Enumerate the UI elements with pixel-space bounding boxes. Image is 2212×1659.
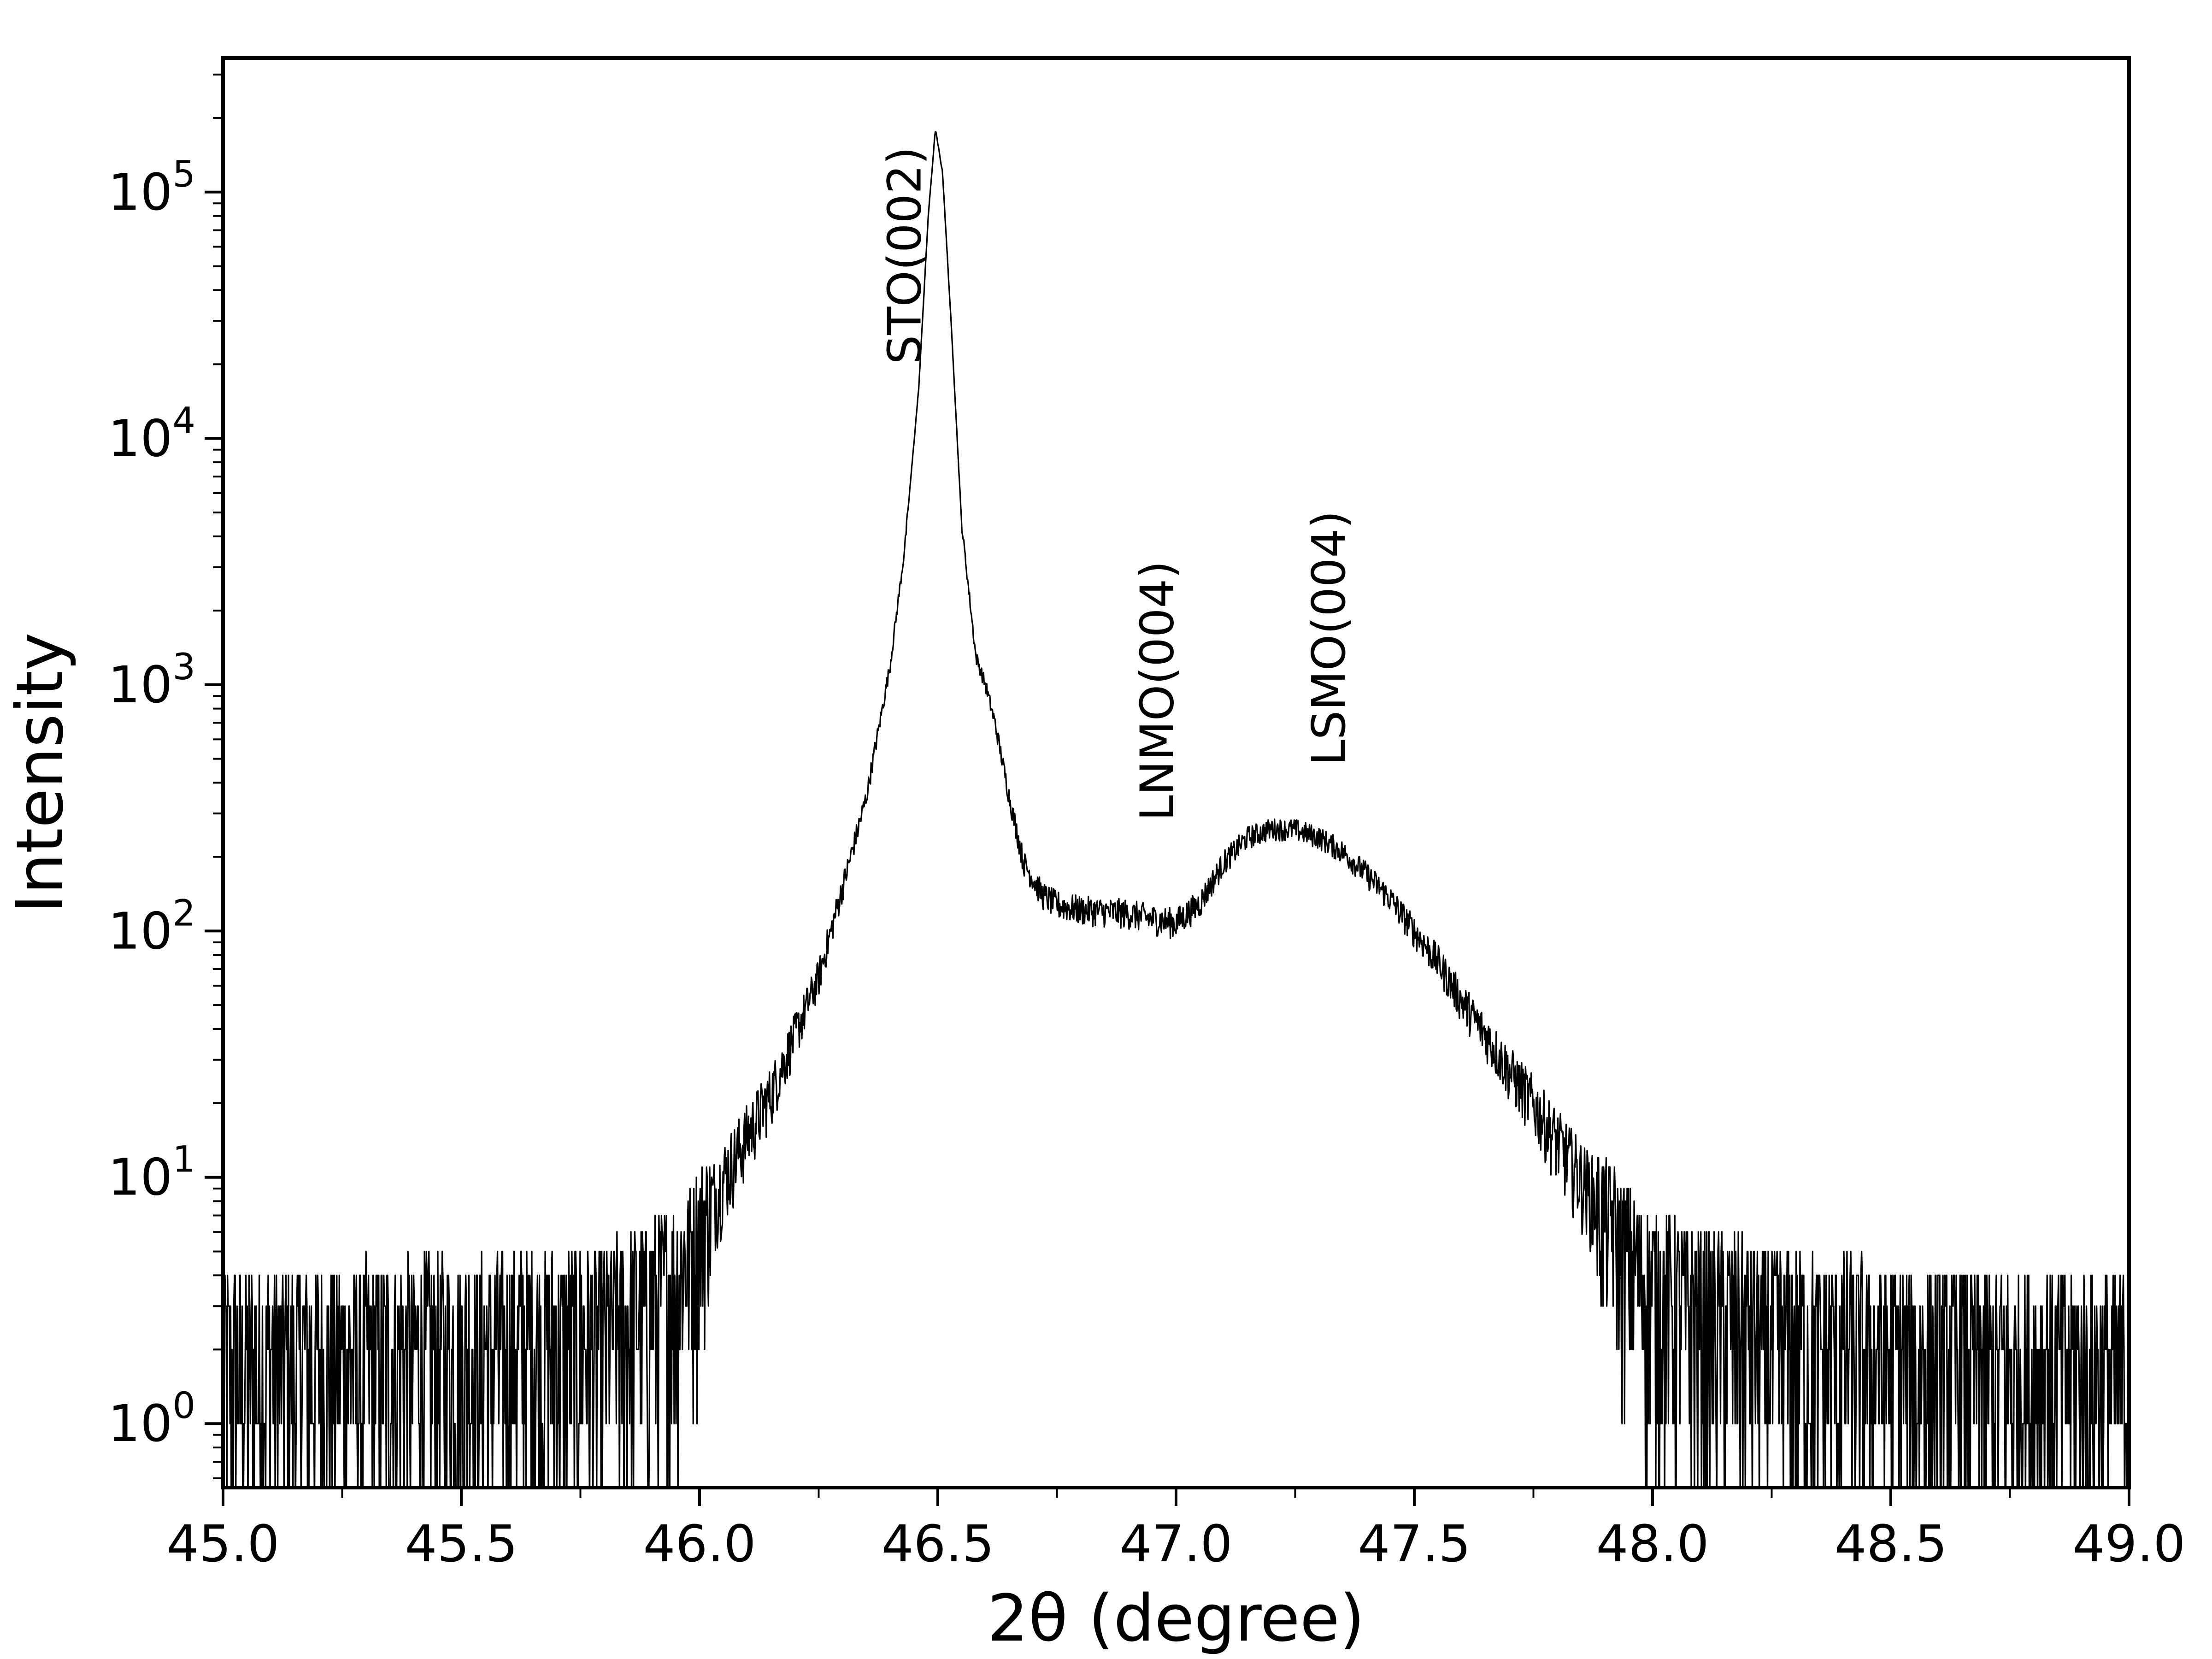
- y-tick-base: 10: [108, 1148, 172, 1207]
- y-tick-label: 103: [108, 647, 195, 714]
- y-tick-label: 100: [108, 1385, 195, 1453]
- y-tick-label: 101: [108, 1139, 195, 1207]
- y-tick-exponent: 4: [172, 400, 195, 441]
- x-tick-label: 48.5: [1835, 1514, 1947, 1573]
- x-tick-label: 45.0: [167, 1514, 280, 1573]
- y-tick-label: 105: [108, 154, 195, 222]
- y-axis-title: Intensity: [3, 632, 78, 913]
- x-axis-title: 2θ (degree): [987, 1581, 1365, 1656]
- x-tick-label: 46.0: [643, 1514, 756, 1573]
- y-tick-base: 10: [108, 409, 172, 468]
- y-tick-base: 10: [108, 1394, 172, 1453]
- x-tick-label: 47.5: [1358, 1514, 1471, 1573]
- x-tick-label: 48.0: [1596, 1514, 1709, 1573]
- peak-label: LNMO(004): [1130, 561, 1184, 821]
- x-tick-label: 47.0: [1120, 1514, 1233, 1573]
- x-tick-label: 46.5: [882, 1514, 994, 1573]
- tick-marks: [205, 73, 2130, 1506]
- peak-label: STO(002): [878, 147, 932, 364]
- y-tick-exponent: 2: [172, 893, 195, 934]
- y-tick-base: 10: [108, 163, 172, 222]
- y-tick-label: 104: [108, 400, 195, 468]
- x-tick-label: 45.5: [405, 1514, 518, 1573]
- y-tick-base: 10: [108, 901, 172, 960]
- peak-annotations: STO(002) LNMO(004) LSMO(004): [878, 147, 1356, 821]
- y-tick-exponent: 5: [172, 154, 195, 195]
- y-tick-exponent: 3: [172, 647, 195, 688]
- y-tick-exponent: 1: [172, 1139, 195, 1181]
- y-tick-exponent: 0: [172, 1385, 195, 1427]
- tick-labels: 45.0 45.5 46.0 46.5 47.0 47.5 48.0 48.5 49.01001…: [108, 154, 2185, 1573]
- y-tick-base: 10: [108, 655, 172, 714]
- peak-label: LSMO(004): [1302, 511, 1356, 765]
- y-tick-label: 102: [108, 893, 195, 960]
- series-line: [223, 131, 2129, 1488]
- plot-area: [223, 131, 2129, 1488]
- x-tick-label: 49.0: [2073, 1514, 2186, 1573]
